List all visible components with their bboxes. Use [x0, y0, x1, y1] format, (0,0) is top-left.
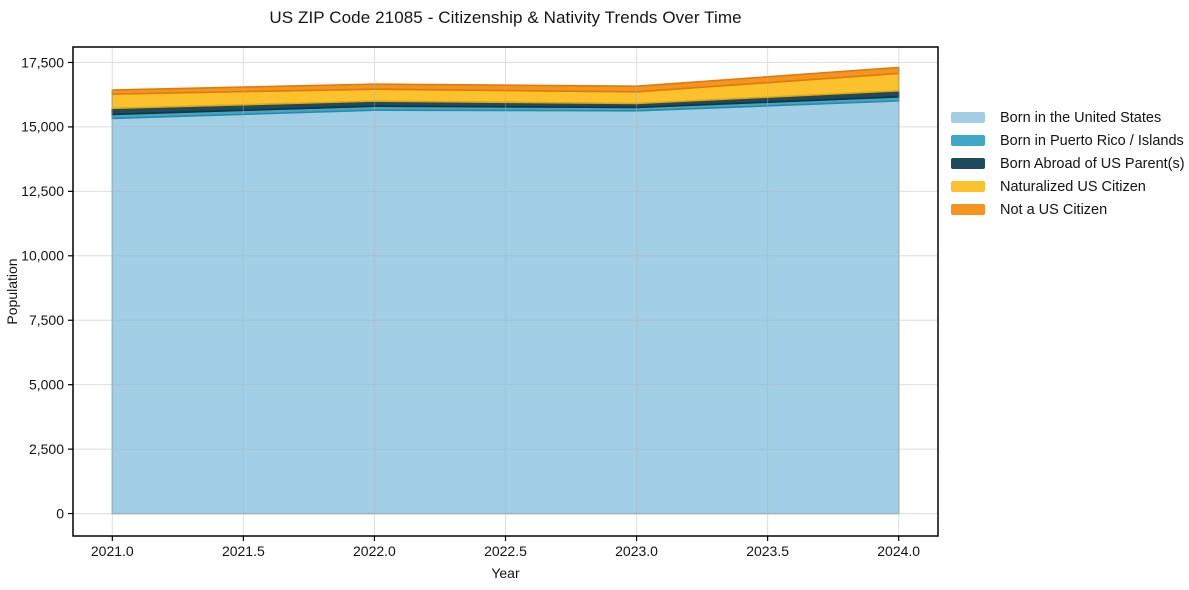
legend: Born in the United States Born in Puerto … [951, 106, 1185, 221]
legend-swatch-icon [951, 112, 985, 123]
x-tick-label: 2023.5 [746, 543, 789, 559]
legend-swatch-icon [951, 135, 985, 146]
x-tick-label: 2023.0 [615, 543, 658, 559]
legend-swatch-icon [951, 158, 985, 169]
y-tick-label: 15,000 [21, 119, 64, 135]
legend-label: Born Abroad of US Parent(s) [1000, 155, 1185, 172]
legend-item-born-in-the-united-states: Born in the United States [951, 106, 1185, 129]
chart-title: US ZIP Code 21085 - Citizenship & Nativi… [269, 8, 742, 27]
x-tick-label: 2022.0 [353, 543, 396, 559]
y-tick-label: 2,500 [29, 441, 64, 457]
x-tick-label: 2024.0 [877, 543, 920, 559]
y-tick-label: 7,500 [29, 312, 64, 328]
tick-marks [68, 61, 900, 541]
legend-item-naturalized-us-citizen: Naturalized US Citizen [951, 175, 1185, 198]
y-axis-label: Population [4, 258, 20, 324]
legend-item-not-a-us-citizen: Not a US Citizen [951, 198, 1185, 221]
legend-label: Born in the United States [1000, 109, 1162, 126]
y-tick-label: 12,500 [21, 183, 64, 199]
plot-frame [72, 46, 939, 537]
gridlines [73, 47, 938, 536]
y-tick-label: 5,000 [29, 376, 64, 392]
legend-swatch-icon [951, 204, 985, 215]
x-axis-label: Year [491, 565, 520, 581]
area-not-a-us-citizen [111, 66, 900, 95]
y-tick-label: 17,500 [21, 54, 64, 70]
x-tick-label: 2022.5 [484, 543, 527, 559]
y-tick-label: 0 [56, 505, 64, 521]
legend-label: Naturalized US Citizen [1000, 178, 1146, 195]
x-tick-label: 2021.5 [222, 543, 265, 559]
x-tick-label: 2021.0 [91, 543, 134, 559]
y-tick-label: 10,000 [21, 248, 64, 264]
legend-swatch-icon [951, 181, 985, 192]
legend-label: Born in Puerto Rico / Islands [1000, 132, 1184, 149]
legend-item-born-abroad-of-us-parent-s: Born Abroad of US Parent(s) [951, 152, 1185, 175]
legend-label: Not a US Citizen [1000, 201, 1108, 218]
legend-item-born-in-puerto-rico-islands: Born in Puerto Rico / Islands [951, 129, 1185, 152]
